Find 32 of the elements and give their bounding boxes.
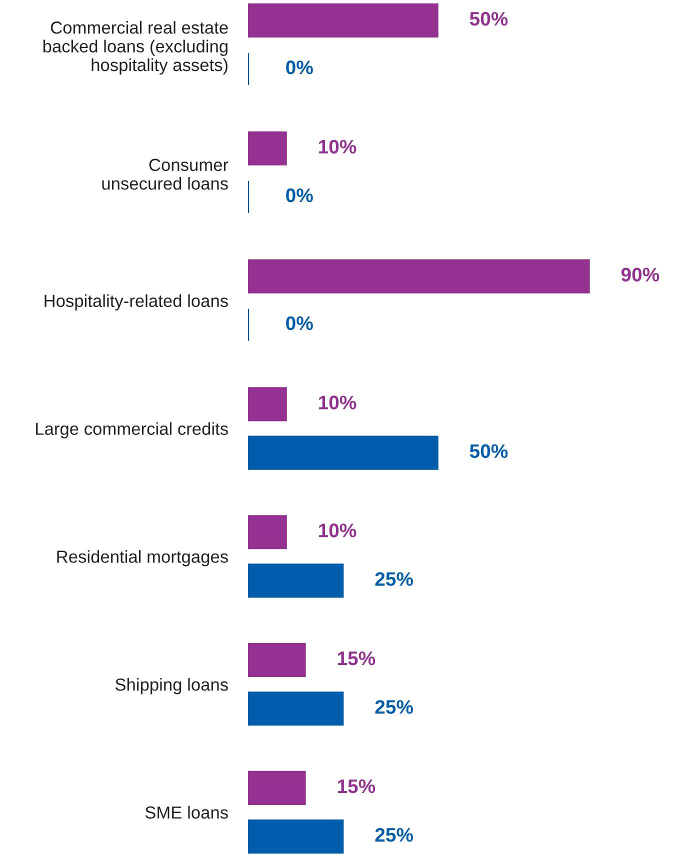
- y-tick-label: SME loans: [145, 806, 228, 819]
- bar: [248, 436, 438, 470]
- bar: [248, 3, 438, 38]
- data-label: 0%: [286, 188, 313, 202]
- bar: [248, 515, 287, 550]
- data-label: 0%: [286, 60, 313, 74]
- y-tick-label: Commercial real estate backed loans (excluding hospitality assets): [43, 21, 228, 75]
- bar: [248, 692, 344, 726]
- data-label: 50%: [470, 444, 508, 458]
- data-label: 10%: [319, 524, 356, 538]
- data-label: 25%: [375, 700, 413, 714]
- y-tick-label: Shipping loans: [115, 678, 228, 694]
- y-tick-label: Hospitality-related loans: [44, 294, 228, 310]
- bar: [248, 770, 306, 805]
- bar: [248, 820, 344, 854]
- data-label: 15%: [338, 652, 376, 666]
- data-label: 0%: [286, 316, 313, 330]
- y-tick-label: Consumer unsecured loans: [102, 158, 228, 190]
- data-label: 15%: [338, 779, 376, 794]
- bar: [248, 564, 344, 598]
- data-label: 90%: [621, 268, 660, 282]
- bar: [248, 642, 306, 678]
- data-label: 25%: [375, 572, 413, 586]
- bar: [248, 131, 287, 166]
- y-tick-label: Large commercial credits: [36, 422, 228, 438]
- bar: [248, 259, 590, 294]
- data-label: 50%: [470, 12, 508, 26]
- data-label: 10%: [319, 140, 356, 154]
- y-tick-label: Residential mortgages: [57, 550, 228, 566]
- bar: [248, 387, 287, 422]
- data-label: 10%: [319, 396, 356, 410]
- data-label: 25%: [375, 828, 413, 842]
